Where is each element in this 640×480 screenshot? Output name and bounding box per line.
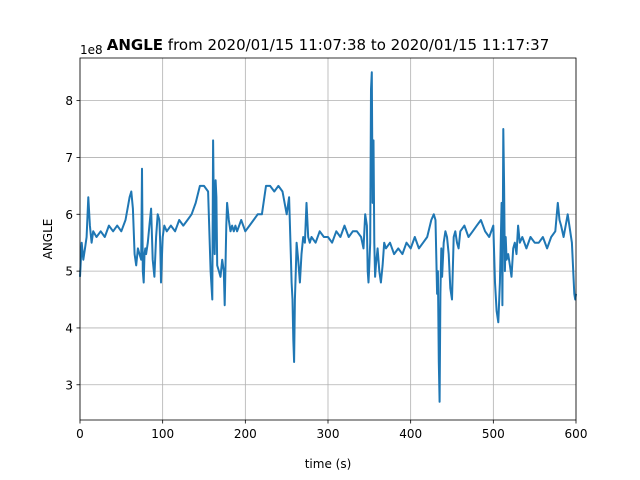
x-tick-label: 500 [482,427,505,441]
x-tick-label: 200 [234,427,257,441]
chart-title: ANGLE from 2020/01/15 11:07:38 to 2020/0… [107,36,550,54]
y-tick-label: 8 [65,94,73,108]
series-line-angle [79,71,577,403]
x-tick-label: 0 [76,427,84,441]
y-tick-label: 4 [65,321,73,335]
y-tick-label: 5 [65,265,73,279]
y-axis-label: ANGLE [41,219,55,260]
y-tick-label: 3 [65,378,73,392]
y-tick-label: 6 [65,208,73,222]
series-layer [79,71,577,403]
y-axis-offset-label: 1e8 [80,43,103,57]
x-tick-label: 400 [399,427,422,441]
chart-title-bold: ANGLE [107,36,163,54]
chart-title-rest: from 2020/01/15 11:07:38 to 2020/01/15 1… [163,36,549,54]
y-tick-label: 7 [65,151,73,165]
y-axis: 3 4 5 6 7 8 [65,94,80,392]
x-axis-label: time (s) [305,457,352,471]
x-tick-label: 600 [565,427,588,441]
x-tick-label: 300 [317,427,340,441]
x-tick-label: 100 [151,427,174,441]
x-axis: 0 100 200 300 400 500 600 [76,420,587,441]
